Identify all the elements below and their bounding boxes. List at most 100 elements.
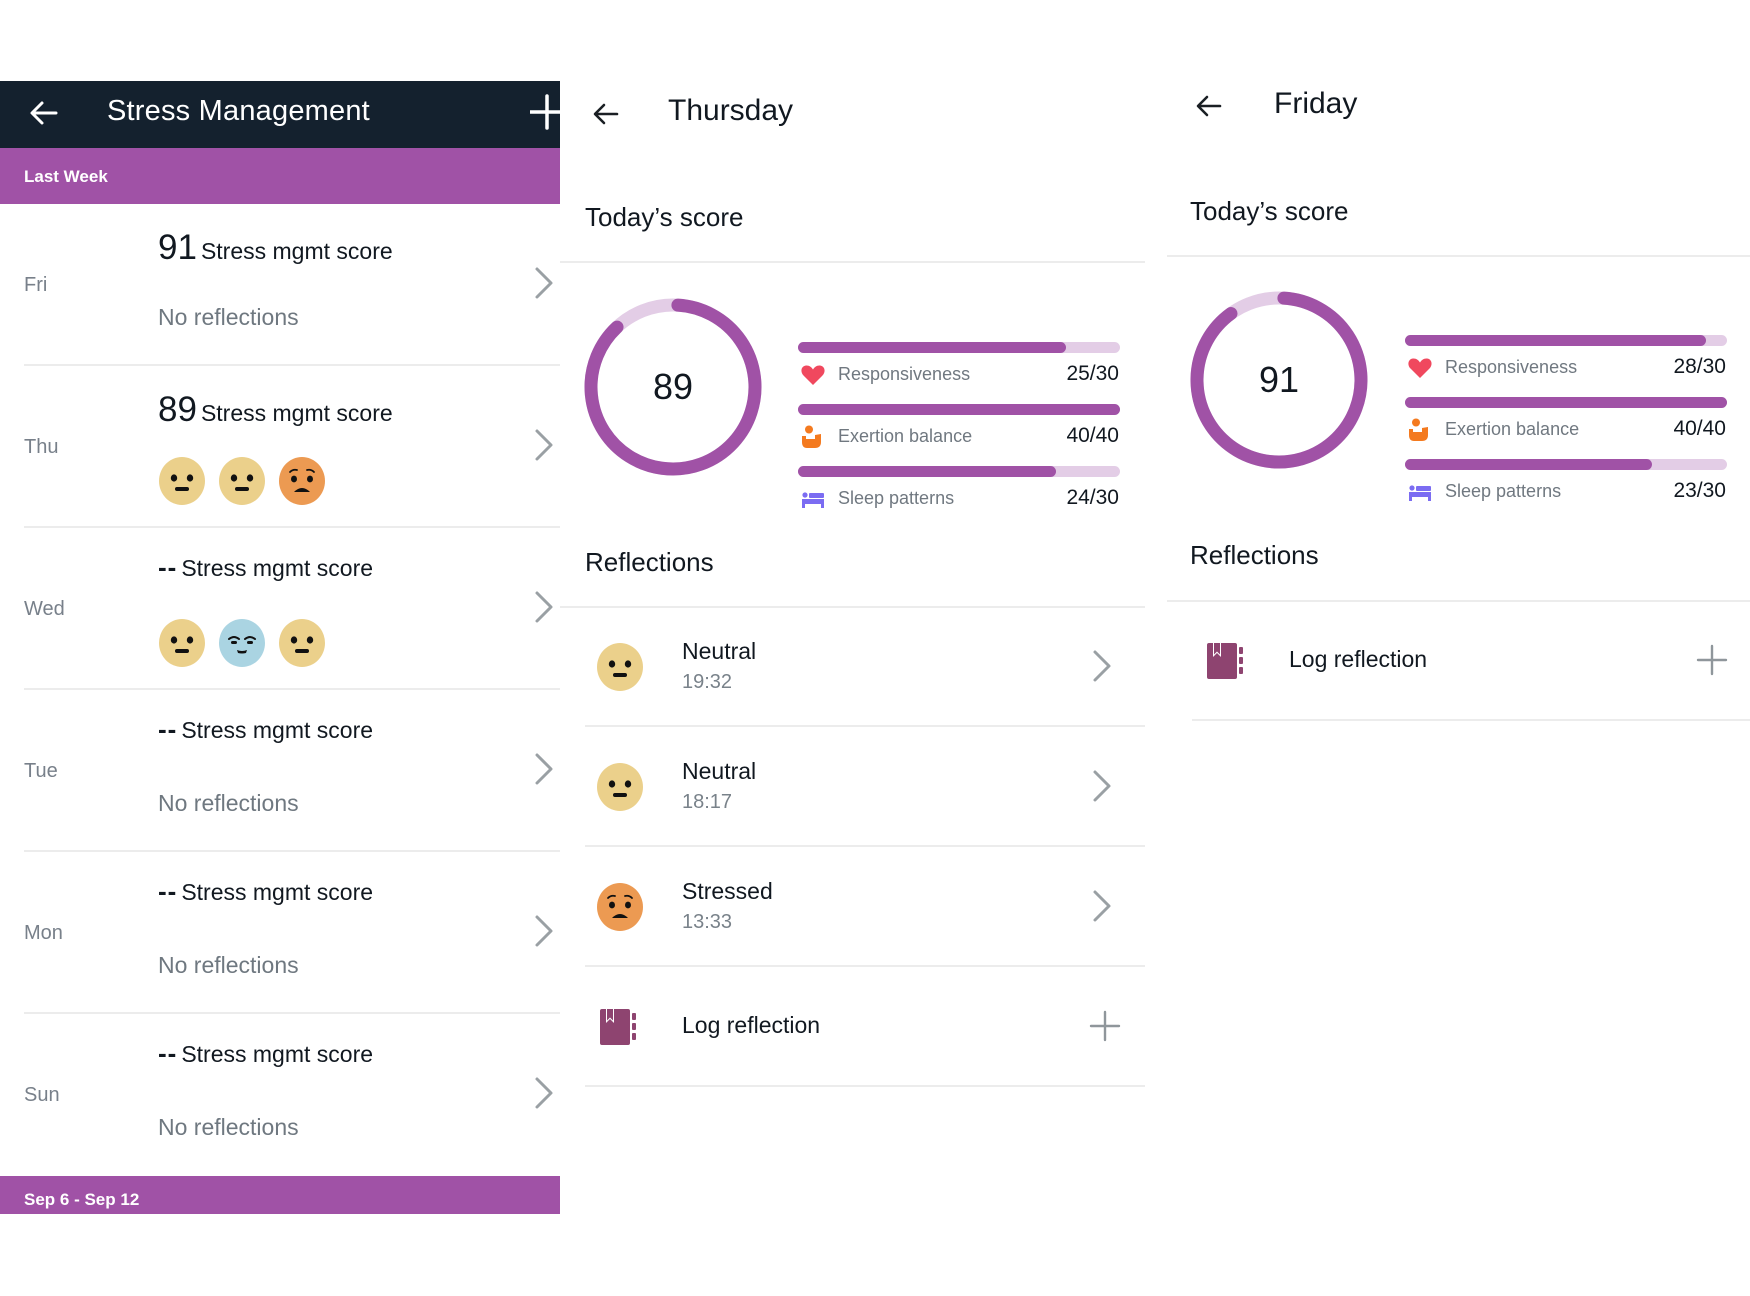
- reflection-item[interactable]: Neutral 19:32: [585, 607, 1145, 727]
- score-label: Stress mgmt score: [181, 1041, 374, 1067]
- day-row-sun[interactable]: Sun -- Stress mgmt score No reflections: [0, 1014, 560, 1176]
- chevron-right-icon: [535, 915, 553, 947]
- metric-label: Exertion balance: [838, 426, 973, 446]
- divider: [585, 725, 1145, 727]
- chevron-right-icon: [1093, 890, 1111, 922]
- progress-track: [798, 404, 1120, 415]
- metric-label: Responsiveness: [838, 364, 971, 384]
- divider: [24, 1012, 560, 1014]
- neutral-face-icon: [218, 457, 266, 505]
- divider: [585, 1085, 1145, 1087]
- heart-icon: [1408, 358, 1432, 378]
- arrow-left-icon[interactable]: [1193, 90, 1225, 122]
- neutral-face-icon: [158, 619, 206, 667]
- divider: [560, 261, 1145, 263]
- plus-icon[interactable]: [530, 93, 564, 131]
- divider: [1192, 719, 1750, 721]
- heart-icon: [801, 365, 825, 385]
- arrow-left-icon[interactable]: [26, 95, 62, 131]
- day-row-fri[interactable]: Fri 91 Stress mgmt score No reflections: [0, 204, 560, 366]
- chevron-right-icon: [535, 429, 553, 461]
- progress-track: [1405, 335, 1727, 346]
- bed-icon: [1409, 485, 1431, 501]
- score-value: --: [158, 714, 178, 744]
- plus-icon[interactable]: [1696, 644, 1728, 676]
- score-line: 91 Stress mgmt score: [158, 228, 393, 268]
- exertion-icon: [802, 425, 821, 448]
- reflection-mood: Neutral: [682, 758, 757, 784]
- chevron-right-icon: [535, 1077, 553, 1109]
- stressed-face-icon: [278, 457, 326, 505]
- divider: [1167, 255, 1750, 257]
- day-label: Mon: [24, 922, 63, 944]
- score-value: --: [158, 876, 178, 906]
- score-value: 91: [158, 228, 197, 267]
- section-header-date-range: Sep 6 - Sep 12: [0, 1176, 560, 1214]
- page-title: Friday: [1274, 87, 1358, 120]
- reflections-heading: Reflections: [585, 547, 714, 577]
- metric-responsiveness: Responsiveness 25/30: [798, 342, 1122, 402]
- neutral-face-icon: [158, 457, 206, 505]
- score-label: Stress mgmt score: [181, 717, 374, 743]
- journal-icon: [1207, 643, 1243, 679]
- day-label: Thu: [24, 436, 59, 458]
- divider: [1167, 600, 1750, 602]
- metric-value: 40/40: [1066, 424, 1119, 447]
- stress-management-screen: Stress Management Last Week Fri 91 Stress …: [0, 81, 564, 1215]
- reflection-item[interactable]: Neutral 18:17: [585, 727, 1145, 847]
- divider: [560, 606, 1145, 608]
- journal-icon: [600, 1009, 636, 1045]
- log-reflection-label: Log reflection: [1289, 646, 1428, 672]
- metric-value: 24/30: [1066, 486, 1119, 509]
- calm-face-icon: [218, 619, 266, 667]
- day-label: Sun: [24, 1084, 60, 1106]
- score-ring: 89: [581, 295, 765, 479]
- metric-sleep-patterns: Sleep patterns 23/30: [1405, 459, 1729, 519]
- score-line: -- Stress mgmt score: [158, 1038, 373, 1069]
- page-title: Stress Management: [107, 95, 370, 127]
- metric-label: Exertion balance: [1445, 419, 1580, 439]
- metric-value: 25/30: [1066, 362, 1119, 385]
- no-reflections-text: No reflections: [158, 304, 299, 330]
- score-label: Stress mgmt score: [181, 879, 374, 905]
- metric-sleep-patterns: Sleep patterns 24/30: [798, 466, 1122, 526]
- metric-exertion-balance: Exertion balance 40/40: [798, 404, 1122, 464]
- day-row-thu[interactable]: Thu 89 Stress mgmt score: [0, 366, 560, 528]
- score-label: Stress mgmt score: [181, 555, 374, 581]
- progress-track: [1405, 397, 1727, 408]
- reflection-item[interactable]: Stressed 13:33: [585, 847, 1145, 967]
- log-reflection-button[interactable]: Log reflection: [585, 967, 1145, 1087]
- score-value: --: [158, 552, 178, 582]
- metric-label: Sleep patterns: [838, 488, 955, 508]
- no-reflections-text: No reflections: [158, 1114, 299, 1140]
- score-line: -- Stress mgmt score: [158, 714, 373, 745]
- todays-score-heading: Today’s score: [1190, 196, 1349, 226]
- day-row-mon[interactable]: Mon -- Stress mgmt score No reflections: [0, 852, 560, 1014]
- divider: [24, 526, 560, 528]
- reflection-mood: Stressed: [682, 878, 773, 904]
- day-label: Fri: [24, 274, 48, 296]
- neutral-face-icon: [596, 643, 644, 691]
- log-reflection-button[interactable]: Log reflection: [1192, 601, 1750, 721]
- divider: [585, 965, 1145, 967]
- reflection-time: 13:33: [682, 911, 733, 933]
- todays-score-heading: Today’s score: [585, 202, 744, 232]
- plus-icon[interactable]: [1089, 1010, 1121, 1042]
- day-row-wed[interactable]: Wed -- Stress mgmt score: [0, 528, 560, 690]
- chevron-right-icon: [1093, 650, 1111, 682]
- score-value: --: [158, 1038, 178, 1068]
- metric-value: 23/30: [1673, 479, 1726, 502]
- reflection-mood: Neutral: [682, 638, 757, 664]
- metric-label: Responsiveness: [1445, 357, 1578, 377]
- divider: [24, 364, 560, 366]
- progress-track: [1405, 459, 1727, 470]
- metric-responsiveness: Responsiveness 28/30: [1405, 335, 1729, 395]
- day-label: Wed: [24, 598, 65, 620]
- arrow-left-icon[interactable]: [590, 98, 622, 130]
- progress-fill: [798, 404, 1120, 415]
- stressed-face-icon: [596, 883, 644, 931]
- neutral-face-icon: [278, 619, 326, 667]
- mood-list: [158, 457, 326, 505]
- day-row-tue[interactable]: Tue -- Stress mgmt score No reflections: [0, 690, 560, 852]
- section-header-last-week: Last Week: [0, 148, 560, 204]
